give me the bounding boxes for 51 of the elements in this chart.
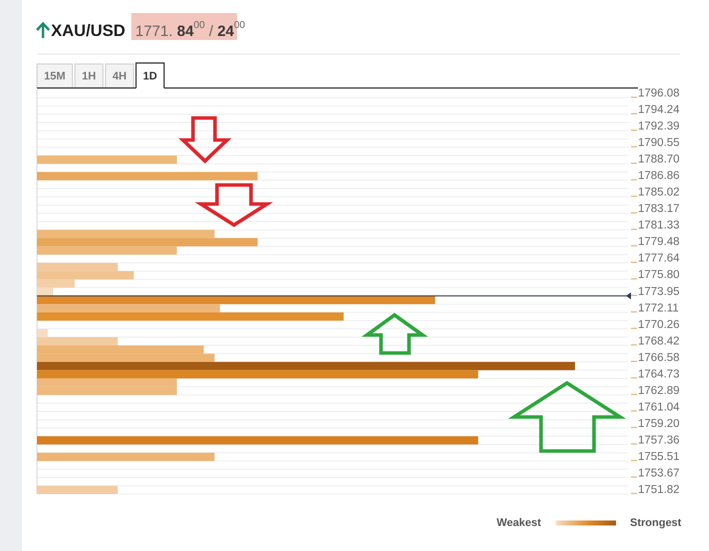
text: 1D — [143, 70, 158, 82]
y-tick-label: 1770.26 — [638, 318, 680, 331]
text: 15M — [44, 70, 66, 82]
bar — [37, 156, 177, 164]
y-tick-label: 1777.64 — [638, 252, 680, 265]
y-tick-label: 1772.11 — [638, 302, 679, 314]
bar — [37, 288, 54, 296]
bar — [37, 172, 258, 180]
bar — [37, 279, 75, 288]
y-tick-label: 1785.02 — [638, 186, 680, 199]
y-tick-label: 1761.04 — [638, 401, 680, 414]
y-tick-label: 1792.39 — [638, 120, 680, 133]
chart-subtitle: 1771. 84$^{00}$ / 24$^{00}$ — [135, 20, 246, 40]
y-tick-label: 1773.95 — [638, 286, 680, 298]
y-tick-label: 1786.86 — [638, 170, 680, 182]
bar — [37, 436, 478, 444]
y-tick-label: 1781.33 — [638, 220, 680, 232]
text: 1H — [82, 70, 96, 82]
y-tick-label: 1775.80 — [638, 269, 680, 282]
y-tick-label: 1794.24 — [638, 104, 680, 116]
y-tick-label: 1762.89 — [638, 384, 680, 397]
y-tick-label: 1790.55 — [638, 137, 680, 150]
bar — [37, 230, 215, 238]
text: 4H — [112, 70, 127, 82]
y-tick-label: 1751.82 — [638, 484, 680, 496]
y-tick-label: 1783.17 — [638, 203, 680, 216]
bar — [37, 238, 258, 246]
y-tick-label: 1766.58 — [638, 352, 680, 364]
y-tick-label: 1755.51 — [638, 450, 680, 463]
y-tick-label: 1788.70 — [638, 154, 680, 166]
bar — [37, 312, 344, 321]
y-tick-label: 1764.73 — [638, 368, 680, 380]
text: Weakest — [496, 517, 542, 529]
y-tick-label: 1757.36 — [638, 434, 680, 446]
bar — [37, 304, 220, 312]
bar — [37, 296, 436, 304]
bar — [37, 362, 575, 370]
bar — [37, 452, 215, 461]
tab[interactable] — [135, 62, 165, 89]
bar — [37, 337, 118, 346]
bar — [37, 486, 118, 494]
chart-title: XAU/USD — [51, 22, 126, 40]
text: Strongest — [630, 517, 682, 529]
y-tick-label: 1779.48 — [638, 236, 680, 248]
y-tick-label: 1753.67 — [638, 467, 680, 480]
bar — [37, 370, 478, 378]
y-tick-label: 1796.08 — [638, 88, 680, 100]
bar — [37, 328, 48, 338]
bar — [37, 246, 177, 255]
y-tick-label: 1759.20 — [638, 418, 680, 430]
y-tick-label: 1768.42 — [638, 335, 680, 348]
